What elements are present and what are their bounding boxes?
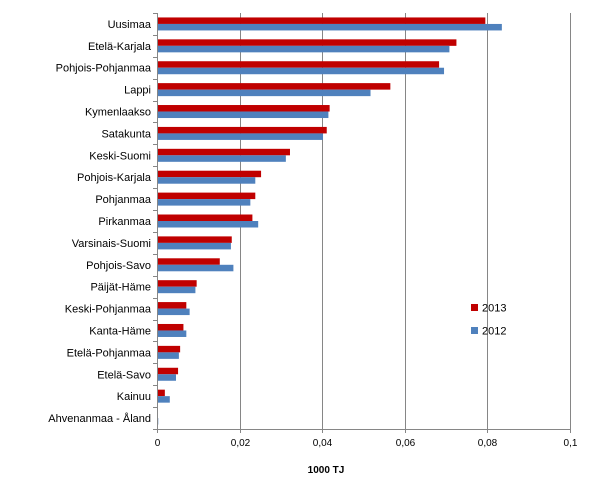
bar-2012-14 bbox=[157, 308, 190, 316]
bar-2012-17 bbox=[157, 374, 176, 381]
gridlines bbox=[240, 13, 571, 429]
bar-2012-11 bbox=[157, 242, 231, 250]
x-axis-title: 1000 TJ bbox=[308, 465, 345, 476]
bar-2012-13 bbox=[157, 286, 196, 294]
category-label-1: Uusimaa bbox=[108, 19, 152, 31]
bar-2013-13 bbox=[157, 280, 197, 287]
category-label-10: Pirkanmaa bbox=[98, 216, 151, 228]
category-label-12: Pohjois-Savo bbox=[86, 260, 151, 272]
bar-2012-8 bbox=[157, 177, 256, 184]
legend-label-2013: 2013 bbox=[482, 303, 506, 315]
category-label-9: Pohjanmaa bbox=[95, 194, 152, 206]
category-label-5: Kymenlaakso bbox=[85, 107, 151, 119]
bar-2013-17 bbox=[157, 367, 179, 375]
bar-2013-7 bbox=[157, 148, 290, 156]
bar-2012-7 bbox=[157, 155, 286, 162]
category-label-7: Keski-Suomi bbox=[89, 150, 151, 162]
bar-2012-12 bbox=[157, 264, 234, 272]
bar-2012-5 bbox=[157, 111, 329, 119]
legend-label-2012: 2012 bbox=[482, 326, 506, 338]
x-tick-labels: 0 0,02 0,04 0,06 0,08 0,1 bbox=[155, 438, 578, 449]
x-tick-label-3: 0,04 bbox=[313, 438, 333, 449]
x-tick-label-4: 0,06 bbox=[396, 438, 416, 449]
bar-2012-15 bbox=[157, 330, 187, 337]
bar-2013-8 bbox=[157, 170, 262, 178]
bar-2013-3 bbox=[157, 61, 440, 68]
bar-2012-9 bbox=[157, 199, 251, 206]
bar-2013-9 bbox=[157, 192, 256, 200]
bar-2013-18 bbox=[157, 389, 165, 397]
category-label-19: Ahvenanmaa - Åland bbox=[48, 412, 151, 425]
category-label-8: Pohjois-Karjala bbox=[77, 172, 152, 184]
bar-2013-2 bbox=[157, 39, 457, 46]
category-label-2: Etelä-Karjala bbox=[88, 41, 152, 53]
bar-2012-10 bbox=[157, 221, 259, 228]
bar-2013-10 bbox=[157, 214, 253, 221]
bar-2013-5 bbox=[157, 105, 330, 112]
bars bbox=[157, 17, 502, 425]
bar-2013-12 bbox=[157, 258, 220, 265]
category-label-18: Kainuu bbox=[117, 391, 151, 403]
axes bbox=[153, 13, 571, 433]
category-label-3: Pohjois-Pohjanmaa bbox=[56, 63, 152, 75]
bar-2013-15 bbox=[157, 323, 184, 331]
category-label-13: Päijät-Häme bbox=[90, 282, 151, 294]
bar-2012-6 bbox=[157, 133, 324, 140]
bar-2013-16 bbox=[157, 345, 181, 353]
bar-2012-4 bbox=[157, 89, 371, 97]
bar-2012-3 bbox=[157, 67, 445, 75]
category-labels: Uusimaa Etelä-Karjala Pohjois-Pohjanmaa Lap… bbox=[48, 19, 152, 425]
bar-2013-6 bbox=[157, 126, 327, 134]
bar-2013-14 bbox=[157, 302, 187, 309]
bar-2012-16 bbox=[157, 352, 179, 359]
bar-2012-18 bbox=[157, 396, 170, 403]
x-tick-label-2: 0,02 bbox=[231, 438, 251, 449]
category-label-11: Varsinais-Suomi bbox=[72, 238, 151, 250]
category-label-14: Keski-Pohjanmaa bbox=[65, 304, 152, 316]
x-tick-label-1: 0 bbox=[155, 438, 161, 449]
legend: 2013 2012 bbox=[471, 303, 506, 338]
bar-2013-4 bbox=[157, 83, 391, 90]
legend-swatch-2013 bbox=[471, 304, 478, 311]
category-label-4: Lappi bbox=[124, 85, 151, 97]
category-label-15: Kanta-Häme bbox=[89, 325, 151, 337]
x-tick-label-6: 0,1 bbox=[564, 438, 578, 449]
bar-2012-2 bbox=[157, 45, 450, 53]
x-tick-label-5: 0,08 bbox=[478, 438, 498, 449]
legend-swatch-2012 bbox=[471, 327, 478, 334]
bar-2013-1 bbox=[157, 17, 486, 24]
category-label-6: Satakunta bbox=[101, 128, 151, 140]
category-label-17: Etelä-Savo bbox=[97, 369, 151, 381]
category-label-16: Etelä-Pohjanmaa bbox=[67, 347, 152, 359]
bar-2013-11 bbox=[157, 236, 232, 243]
bar-2012-1 bbox=[157, 23, 502, 31]
